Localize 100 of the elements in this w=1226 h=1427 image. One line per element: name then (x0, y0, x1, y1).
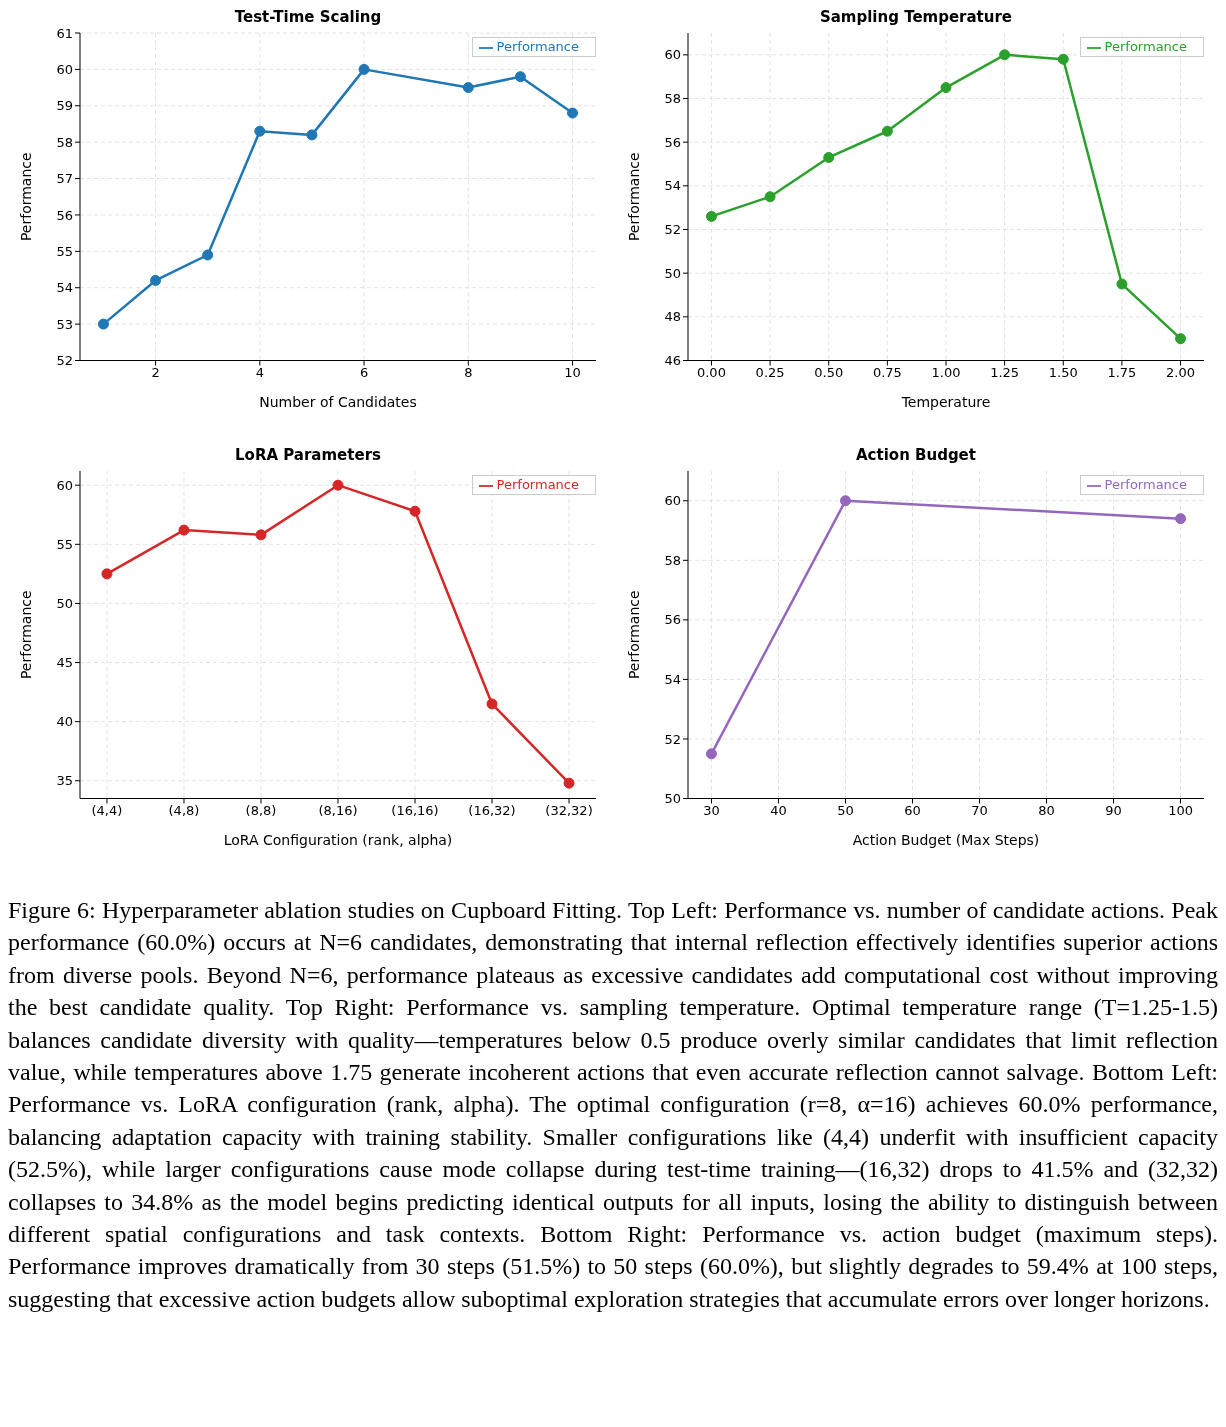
x-tick-label: 1.75 (1107, 364, 1137, 380)
y-tick-label: 58 (56, 134, 73, 150)
x-tick-label: 0.25 (755, 364, 785, 380)
x-tick-label: 1.00 (931, 364, 961, 380)
x-tick-label: 8 (464, 364, 473, 380)
x-tick-label: 0.75 (872, 364, 902, 380)
x-tick-label: 60 (904, 802, 921, 818)
point (486, 698, 498, 710)
x-tick-label: 40 (770, 802, 787, 818)
point (255, 529, 267, 541)
y-tick-label: 50 (56, 596, 73, 612)
point (178, 524, 190, 536)
point (567, 107, 579, 119)
x-tick-label: 1.50 (1048, 364, 1078, 380)
y-tick-label: 52 (664, 731, 681, 747)
point (358, 63, 370, 75)
text: Figure 6: Hyperparameter ablation studies on Cupboard Fitting. Top Left: Performance vs. number of candidate actions. Peak performance (60.0%) occurs at N=6 candidates, demonstrating that internal reflection effectively identifies superior actions from diverse pools. Beyond N=6, performance plateaus as excessive candidates add computational cost without improving the best candidate quality. Top Right: Performance vs. sampling temperature. Optimal temperature range (T=1.25-1.5) balances candidate diversity with quality—temperatures below 0.5 produce overly similar candidates that limit reflection value, while temperatures above 1.75 generate incoherent actions that even accurate reflection cannot salvage. Bottom Left: Performance vs. LoRA configuration (rank, alpha). The optimal configuration (r=8, α=16) achieves 60.0% performance, balancing adaptation capacity with training stability. Smaller configurations like (4,4) underfit with insufficient capacity (52.5%), while larger configurations cause mode collapse during test-time training—(16,32) drops to 41.5% and (32,32) collapses to 34.8% as the model begins predicting identical outputs for all inputs, losing the ability to distinguish between different spatial configurations and task contexts. Bottom Right: Performance vs. action budget (maximum steps). Performance improves dramatically from 30 steps (51.5%) to 50 steps (60.0%), but slightly degrades to 59.4% at 100 steps, suggesting that excessive action budgets allow suboptimal exploration strategies that accumulate errors over longer horizons. (8, 897, 1218, 1312)
y-tick-label: 52 (664, 222, 681, 238)
point (306, 129, 318, 141)
chart-title: Action Budget (855, 446, 977, 466)
y-tick-label: 57 (56, 171, 73, 187)
x-axis-title: Number of Candidates (259, 393, 417, 410)
y-tick-label: 45 (56, 655, 73, 671)
x-tick-label: 30 (703, 802, 720, 818)
point (764, 191, 776, 203)
legend-label: Performance (1104, 39, 1187, 54)
y-axis-title: Performance (625, 152, 642, 242)
y-tick-label: 46 (664, 353, 681, 369)
y-tick-label: 48 (664, 309, 681, 325)
point (839, 495, 851, 507)
point (705, 748, 717, 760)
x-tick-label: 4 (255, 364, 264, 380)
x-tick-label: 70 (971, 802, 988, 818)
point (462, 82, 474, 94)
y-tick-label: 35 (56, 773, 73, 789)
y-tick-label: 54 (664, 178, 681, 194)
x-tick-label: 50 (837, 802, 854, 818)
y-tick-label: 60 (664, 493, 681, 509)
x-tick-label: 2.00 (1166, 364, 1196, 380)
chart-title: LoRA Parameters (234, 446, 382, 466)
y-tick-label: 58 (664, 552, 681, 568)
x-tick-label: 80 (1038, 802, 1055, 818)
chart-title: Test-Time Scaling (234, 8, 382, 26)
y-tick-label: 53 (56, 316, 73, 332)
x-tick-label: (4,8) (168, 802, 200, 818)
y-tick-label: 40 (56, 714, 73, 730)
x-tick-label: 100 (1168, 802, 1193, 818)
x-tick-label: 0.00 (696, 364, 726, 380)
x-tick-label: 1.25 (990, 364, 1020, 380)
y-tick-label: 55 (56, 536, 73, 552)
x-axis-title: Action Budget (Max Steps) (852, 831, 1040, 848)
point (1175, 513, 1187, 525)
point (254, 125, 266, 137)
x-tick-label: 10 (564, 364, 581, 380)
x-tick-label: (16,16) (391, 802, 439, 818)
point (1175, 333, 1187, 345)
x-tick-label: (8,16) (318, 802, 358, 818)
x-tick-label: (4,4) (91, 802, 123, 818)
point (1057, 53, 1069, 65)
y-tick-label: 58 (664, 91, 681, 107)
y-tick-label: 54 (664, 672, 681, 688)
y-tick-label: 61 (56, 25, 73, 41)
y-tick-label: 52 (56, 353, 73, 369)
x-tick-label: (32,32) (545, 802, 593, 818)
point (999, 49, 1011, 61)
legend-label: Performance (496, 477, 579, 492)
y-axis-title: Performance (625, 590, 642, 680)
y-tick-label: 56 (664, 612, 681, 628)
x-axis-title: LoRA Configuration (rank, alpha) (223, 831, 453, 848)
point (409, 505, 421, 517)
point (563, 777, 575, 789)
x-tick-label: 6 (359, 364, 369, 380)
point (97, 318, 109, 330)
x-tick-label: (16,32) (468, 802, 516, 818)
y-tick-label: 50 (664, 791, 681, 807)
y-tick-label: 54 (56, 280, 73, 296)
y-tick-label: 50 (664, 265, 681, 281)
x-tick-label: (8,8) (245, 802, 277, 818)
point (705, 210, 717, 222)
y-axis-title: Performance (17, 152, 34, 242)
point (150, 274, 162, 286)
point (514, 71, 526, 83)
y-tick-label: 60 (664, 47, 681, 63)
x-tick-label: 90 (1105, 802, 1122, 818)
point (881, 125, 893, 137)
x-tick-label: 0.50 (814, 364, 844, 380)
x-tick-label: 2 (151, 364, 160, 380)
y-tick-label: 60 (56, 62, 73, 77)
legend-label: Performance (1104, 477, 1187, 492)
point (940, 82, 952, 94)
y-tick-label: 60 (56, 477, 73, 493)
y-tick-label: 56 (56, 207, 73, 223)
chart-title: Sampling Temperature (818, 8, 1014, 28)
point (202, 249, 214, 261)
x-axis-title: Temperature (900, 393, 991, 410)
y-tick-label: 56 (664, 134, 681, 150)
point (101, 568, 113, 580)
point (332, 479, 344, 491)
y-axis-title: Performance (17, 590, 34, 680)
point (823, 151, 835, 163)
